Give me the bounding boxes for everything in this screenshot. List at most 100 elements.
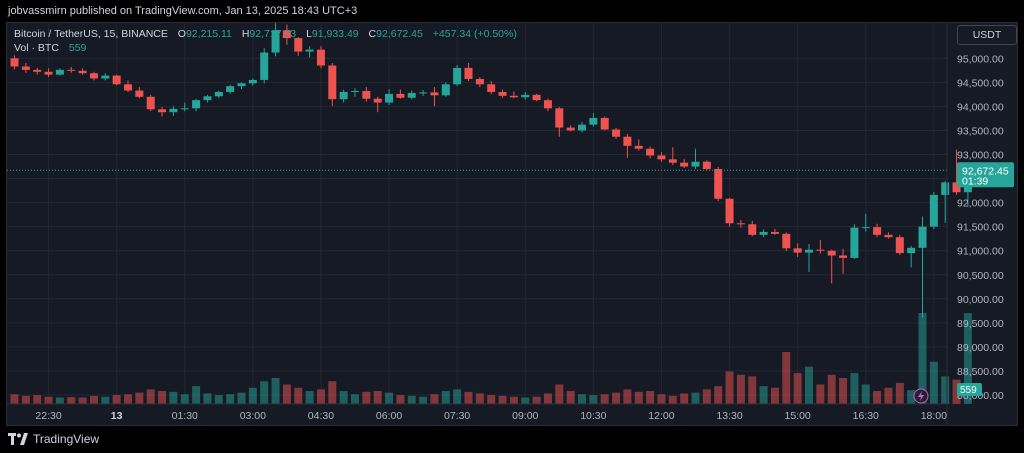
volume-bar xyxy=(963,313,972,404)
time-tick-label: 12:00 xyxy=(648,410,674,422)
candle-body xyxy=(952,182,961,193)
candle xyxy=(351,88,359,97)
time-tick-label: 04:30 xyxy=(308,410,334,422)
volume-bar xyxy=(691,392,700,404)
candle-body xyxy=(600,117,609,130)
candle-body xyxy=(203,96,212,101)
candle xyxy=(827,249,836,284)
candle xyxy=(101,73,110,81)
volume-bar xyxy=(385,392,394,404)
tradingview-logo[interactable]: TradingView xyxy=(8,432,99,446)
candle-body xyxy=(44,71,53,75)
candle xyxy=(782,232,791,252)
candle xyxy=(850,224,859,259)
price-tick-label: 90,000.00 xyxy=(957,294,1004,306)
open-value: 92,215.11 xyxy=(185,28,232,40)
candle xyxy=(839,248,848,274)
chart-frame[interactable]: 88,000.00 88,500.00 89,000.00 89,500.00 90,0… xyxy=(6,22,1018,426)
candle xyxy=(487,80,496,95)
candle xyxy=(78,68,87,75)
candle xyxy=(260,48,269,84)
volume-bar xyxy=(873,391,882,404)
candle xyxy=(441,82,450,97)
volume-bar xyxy=(146,389,155,404)
candle xyxy=(589,113,598,127)
price-tick-label: 93,500.00 xyxy=(957,125,1004,137)
volume-bar xyxy=(805,366,813,404)
candlestick-chart[interactable]: 88,000.0088,500.0089,000.0089,500.0090,0… xyxy=(7,23,1017,425)
volume-bar xyxy=(67,397,76,404)
symbol-title[interactable]: Bitcoin / TetherUS, 15, BINANCE xyxy=(14,28,168,40)
candle-body xyxy=(714,168,723,199)
volume-legend: Vol · BTC 559 xyxy=(14,41,517,55)
candle-body xyxy=(112,75,121,85)
candle-body xyxy=(646,148,655,156)
volume-bar xyxy=(328,381,337,404)
volume-bar xyxy=(192,386,201,404)
candle xyxy=(385,89,394,105)
time-tick-label: 13:30 xyxy=(716,410,742,422)
volume-bar xyxy=(419,396,428,404)
volume-label[interactable]: Vol · BTC xyxy=(14,42,59,54)
volume-bar xyxy=(736,374,745,404)
volume-bar xyxy=(509,396,518,404)
volume-bar xyxy=(827,374,836,404)
price-tick-label: 90,500.00 xyxy=(957,270,1004,282)
candle-body xyxy=(873,227,882,235)
candle xyxy=(509,91,518,99)
volume-bar xyxy=(78,397,87,404)
candle xyxy=(578,121,586,133)
candle xyxy=(396,89,405,99)
price-axis: 88,000.0088,500.0089,000.0089,500.0090,0… xyxy=(946,23,1004,425)
candle xyxy=(180,102,189,112)
candle-body xyxy=(634,145,643,149)
candle-body xyxy=(89,73,98,79)
candle xyxy=(691,148,700,169)
price-tick-label: 94,000.00 xyxy=(957,101,1004,113)
volume-bar xyxy=(351,394,359,404)
volume-bar xyxy=(600,394,609,404)
candle-body xyxy=(339,91,348,100)
volume-bar xyxy=(861,384,870,404)
candle xyxy=(475,77,484,88)
candle xyxy=(373,96,382,113)
candle xyxy=(929,192,938,230)
candle xyxy=(407,90,416,100)
lightning-icon[interactable] xyxy=(913,388,929,404)
volume-bar xyxy=(214,395,223,404)
volume-bar xyxy=(55,397,64,404)
price-tick-label: 95,000.00 xyxy=(957,53,1004,65)
candle-body xyxy=(805,249,813,253)
change-value: +457.34 (+0.50%) xyxy=(432,28,517,40)
grid xyxy=(7,23,947,396)
candle-body xyxy=(555,108,564,128)
open-label: O xyxy=(177,28,186,40)
time-tick-label: 15:00 xyxy=(785,410,811,422)
candle xyxy=(339,89,348,103)
price-tick-label: 94,500.00 xyxy=(957,77,1004,89)
candle-body xyxy=(271,30,280,53)
chart-legend: Bitcoin / TetherUS, 15, BINANCE O92,215.… xyxy=(14,27,517,55)
volume-bar xyxy=(475,393,484,404)
candle-body xyxy=(770,231,779,234)
candle-body xyxy=(578,124,586,131)
candle xyxy=(861,213,870,232)
currency-button[interactable]: USDT xyxy=(957,25,1017,45)
candle-body xyxy=(498,91,507,96)
candle-body xyxy=(566,127,575,131)
candle-body xyxy=(929,194,938,227)
candle-body xyxy=(226,86,235,92)
time-tick-label: 22:30 xyxy=(35,410,61,422)
candle xyxy=(543,98,552,112)
candle-body xyxy=(475,78,484,85)
candle-body xyxy=(305,49,314,52)
candle xyxy=(10,55,19,70)
footer-brand: TradingView xyxy=(33,432,100,446)
candle xyxy=(169,106,178,117)
candle-body xyxy=(237,83,246,87)
candle-body xyxy=(180,108,189,110)
candle-body xyxy=(941,182,950,195)
candle-body xyxy=(441,84,450,96)
high-label: H xyxy=(241,28,250,40)
candle xyxy=(55,68,64,76)
